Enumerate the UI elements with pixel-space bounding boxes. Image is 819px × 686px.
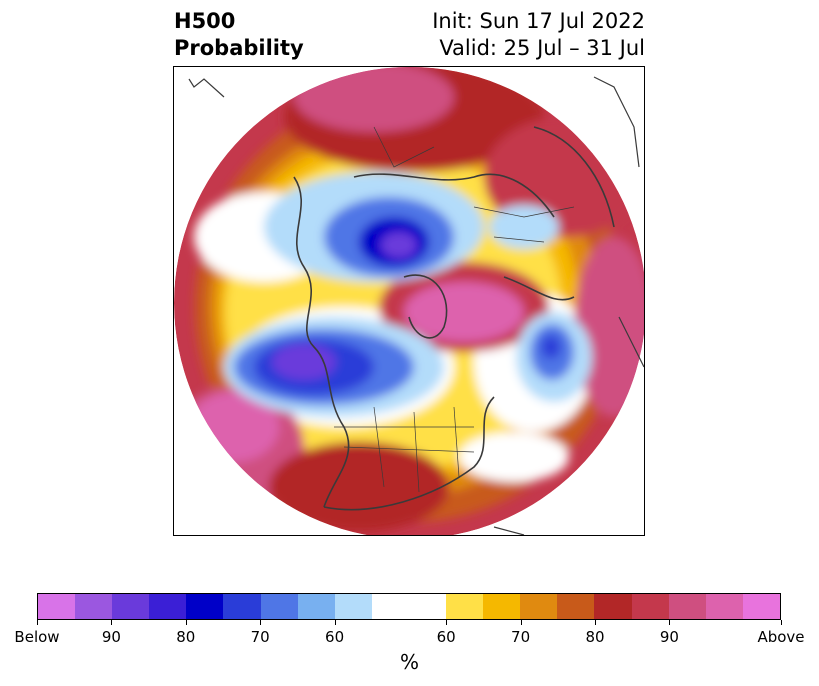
outside-coast-nw (188, 78, 225, 98)
title-left: H500 Probability (174, 8, 304, 62)
colorbar-segment (186, 594, 224, 619)
colorbar-tick-mark (111, 620, 113, 625)
colorbar-segment (112, 594, 150, 619)
colorbar-segment (742, 594, 780, 619)
colorbar-segment (594, 594, 632, 619)
colorbar-segment (520, 594, 558, 619)
colorbar-tick-label: 90 (101, 628, 121, 646)
colorbar-tick-mark (669, 620, 671, 625)
colorbar-segment (408, 594, 447, 619)
border-2 (343, 446, 475, 453)
colorbar-segment (223, 594, 261, 619)
colorbar-tick-mark (334, 620, 336, 625)
colorbar-segment (631, 594, 669, 619)
border-5 (453, 406, 460, 478)
neutral-south (459, 432, 569, 482)
coastline-south (323, 396, 495, 511)
outside-coastlines (188, 76, 644, 535)
coastline-hudson (403, 274, 448, 339)
colorbar-tick-label: Above (757, 628, 805, 646)
colorbar-segment (668, 594, 706, 619)
colorbar-tick-mark (446, 620, 448, 625)
coastline-west (293, 176, 350, 508)
border-7 (493, 236, 545, 243)
colorbar-tick-mark (37, 620, 38, 625)
border-6 (473, 206, 575, 218)
colorbar-tick-mark (781, 620, 782, 625)
colorbar-tick-label: 70 (511, 628, 531, 646)
map-panel (173, 66, 645, 536)
colorbar-segment (483, 594, 521, 619)
colorbar-segment (297, 594, 335, 619)
colorbar-tick-label: 80 (176, 628, 196, 646)
init-date: Init: Sun 17 Jul 2022 (432, 9, 645, 33)
colorbar-tick-mark (520, 620, 522, 625)
pink-east-edge (574, 237, 644, 417)
colorbar-segment (149, 594, 187, 619)
title-variable: H500 (174, 9, 236, 33)
colorbar (37, 593, 781, 620)
colorbar-tick-label: Below (14, 628, 60, 646)
title-field: Probability (174, 36, 304, 60)
border-3 (373, 406, 385, 488)
border-8 (373, 126, 435, 168)
colorbar-segment (38, 594, 76, 619)
colorbar-tick-label: 90 (659, 628, 679, 646)
above-hudson (404, 282, 524, 342)
colorbar-tick-label: 70 (250, 628, 270, 646)
colorbar-segment (75, 594, 113, 619)
outside-coast-ne (593, 76, 640, 168)
border-4 (413, 411, 420, 493)
colorbar-tick-mark (260, 620, 262, 625)
coastlines (293, 126, 615, 511)
red-south (269, 442, 449, 532)
colorbar-tick-label: 60 (325, 628, 345, 646)
title-right: Init: Sun 17 Jul 2022 Valid: 25 Jul – 31… (432, 8, 645, 62)
light-blue-siberia (489, 205, 559, 249)
coastline-northeast (533, 126, 615, 228)
colorbar-segment (705, 594, 743, 619)
colorbar-segment (446, 594, 484, 619)
below-canada-center (381, 232, 417, 258)
colorbar-tick-label: 60 (436, 628, 456, 646)
colorbar-segment (334, 594, 372, 619)
below-pacific-center (272, 344, 336, 380)
probability-map (174, 67, 644, 535)
coastline-greenland (503, 276, 575, 301)
coastline-north (353, 173, 555, 218)
colorbar-segment (260, 594, 298, 619)
colorbar-segment (371, 594, 409, 619)
outside-coast-e (618, 316, 644, 368)
political-borders (334, 126, 575, 493)
colorbar-tick-mark (185, 620, 187, 625)
colorbar-tick-label: 80 (585, 628, 605, 646)
colorbar-segment (557, 594, 595, 619)
valid-range: Valid: 25 Jul – 31 Jul (439, 36, 645, 60)
colorbar-unit: % (399, 650, 419, 674)
below-atlantic-core (541, 335, 561, 359)
outside-coast-s (493, 526, 525, 535)
colorbar-tick-mark (595, 620, 596, 625)
